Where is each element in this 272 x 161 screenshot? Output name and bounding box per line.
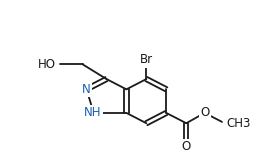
Text: Br: Br <box>140 53 153 66</box>
Text: HO: HO <box>38 58 56 71</box>
Text: N: N <box>82 83 91 96</box>
Text: CH3: CH3 <box>226 117 251 130</box>
Text: NH: NH <box>84 106 102 119</box>
Text: O: O <box>182 140 191 153</box>
Text: O: O <box>200 106 209 119</box>
